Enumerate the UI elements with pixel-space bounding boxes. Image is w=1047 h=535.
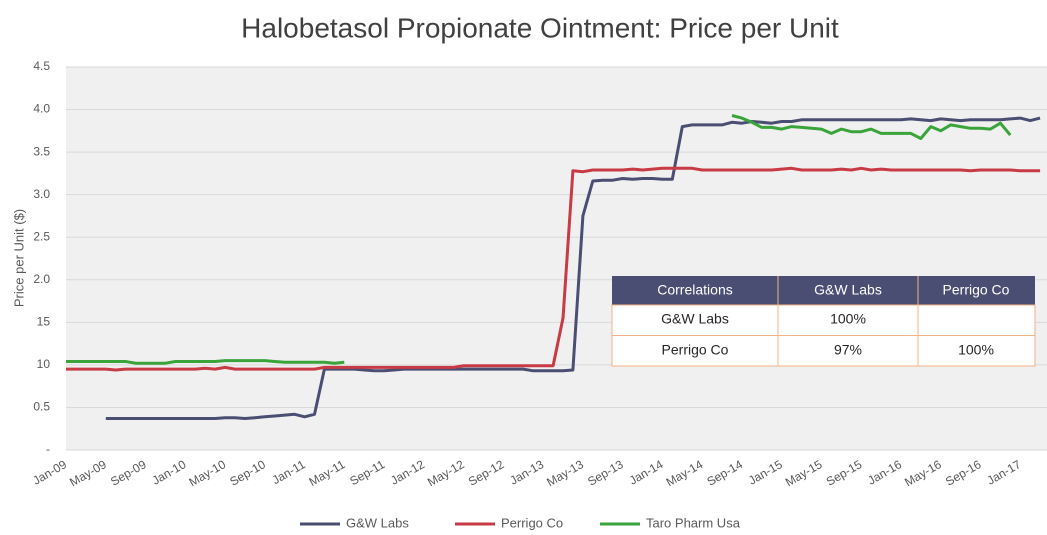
table-header-cell: G&W Labs <box>814 282 882 298</box>
x-tick-label: May-09 <box>67 457 109 489</box>
x-tick-label: Sep-14 <box>704 457 745 489</box>
table-cell: G&W Labs <box>661 311 729 327</box>
legend-label: G&W Labs <box>346 515 409 530</box>
y-tick-label: 10 <box>37 357 51 371</box>
x-tick-label: Jan-12 <box>388 457 427 488</box>
y-tick-label: 2.5 <box>33 229 50 243</box>
y-axis-label: Price per Unit ($) <box>11 209 26 307</box>
x-tick-label: Sep-13 <box>585 457 626 489</box>
x-tick-label: Sep-11 <box>347 457 387 488</box>
x-tick-label: Jan-16 <box>865 457 904 488</box>
table-cell: 97% <box>834 342 862 358</box>
y-tick-label: 3.0 <box>33 187 50 201</box>
x-tick-label: Jan-14 <box>627 457 666 488</box>
legend-label: Taro Pharm Usa <box>646 515 741 530</box>
y-tick-label: 4.0 <box>33 102 50 116</box>
table-cell: 100% <box>958 342 994 358</box>
table-header-bg <box>612 276 1035 305</box>
x-tick-label: Jan-13 <box>507 457 546 488</box>
x-tick-label: May-15 <box>783 457 825 489</box>
legend-label: Perrigo Co <box>501 515 563 530</box>
chart-title: Halobetasol Propionate Ointment: Price p… <box>241 12 839 43</box>
x-tick-label: Jan-17 <box>985 457 1024 488</box>
line-series <box>66 114 1012 365</box>
x-tick-label: Sep-16 <box>943 457 984 489</box>
x-tick-label: Jan-11 <box>270 457 308 487</box>
table-cell: 100% <box>830 311 866 327</box>
x-tick-label: Sep-09 <box>108 457 149 489</box>
x-tick-label: May-12 <box>425 457 467 489</box>
table-header-cell: Perrigo Co <box>943 282 1010 298</box>
y-tick-label: 15 <box>37 315 51 329</box>
y-tick-label: 3.5 <box>33 144 50 158</box>
line-series <box>105 116 1041 420</box>
x-tick-label: May-11 <box>307 457 348 489</box>
y-tick-label: 4.5 <box>33 59 50 73</box>
y-tick-label: - <box>46 442 50 456</box>
x-tick-label: May-13 <box>544 457 586 489</box>
x-tick-label: May-14 <box>664 457 706 489</box>
x-tick-label: Jan-15 <box>746 457 785 488</box>
x-tick-label: Sep-15 <box>824 457 865 489</box>
x-tick-label: Sep-12 <box>466 457 507 489</box>
y-tick-label: 0.5 <box>33 400 50 414</box>
x-tick-label: Jan-09 <box>30 457 69 488</box>
x-tick-label: Jan-10 <box>150 457 189 488</box>
table-cell: Perrigo Co <box>662 342 729 358</box>
x-tick-label: May-16 <box>902 457 944 489</box>
line-series <box>66 166 1041 372</box>
correlation-table: Correlations G&W Labs Perrigo Co G&W Labs 10… <box>611 276 1036 367</box>
x-tick-label: Sep-10 <box>227 457 268 489</box>
x-tick-label: May-10 <box>186 457 228 489</box>
y-tick-label: 2.0 <box>33 272 50 286</box>
plot-area <box>66 67 1047 450</box>
table-header-cell: Correlations <box>657 282 732 298</box>
